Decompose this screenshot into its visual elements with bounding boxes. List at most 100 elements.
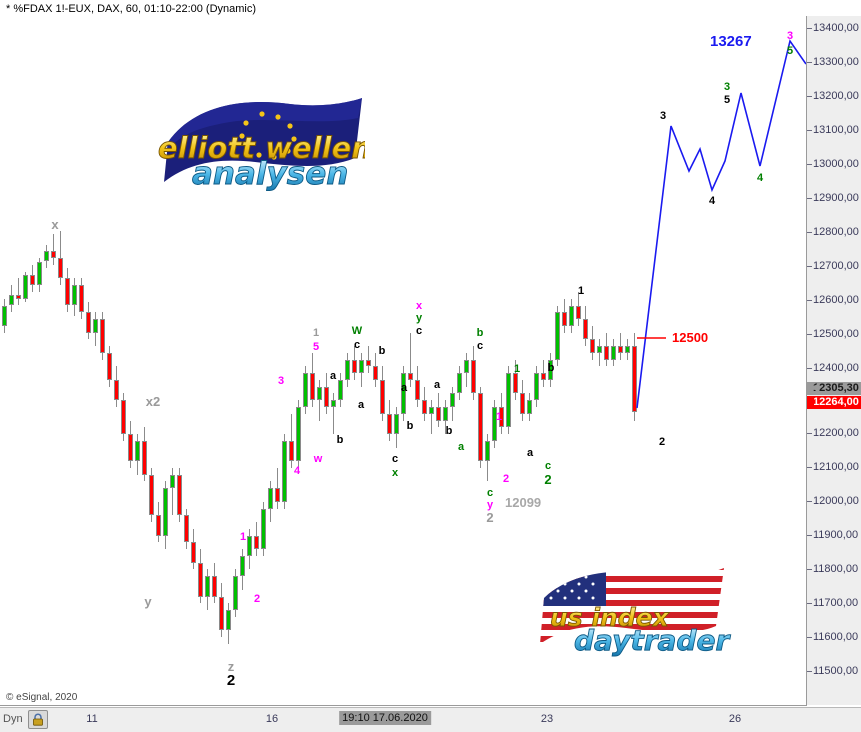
price-tick: 13300,00 <box>807 56 859 68</box>
price-tick: 12700,00 <box>807 260 859 272</box>
wave-label: c <box>544 460 552 472</box>
price-tick: 12600,00 <box>807 294 859 306</box>
candle-body <box>268 488 273 509</box>
candle-body <box>282 440 287 502</box>
candle-body <box>485 440 490 462</box>
current-price-badge: 12305,30 <box>807 382 861 395</box>
last-price-badge: 12264,00 <box>807 396 861 409</box>
time-tick: 26 <box>728 713 742 725</box>
candle-body <box>422 400 427 414</box>
wave-label: 3 <box>723 81 731 93</box>
wave-label: z <box>227 659 235 674</box>
candle-body <box>226 610 231 631</box>
candle-body <box>331 400 336 408</box>
candle-body <box>79 285 84 313</box>
wave-label: 5 <box>723 94 731 106</box>
wave-label: a <box>526 447 534 459</box>
wave-label: 1 <box>239 531 247 543</box>
candle-wick <box>599 339 600 367</box>
wave-label: b <box>547 362 555 374</box>
candle-body <box>401 373 406 414</box>
candle-body <box>555 312 560 360</box>
wave-label: b <box>378 345 386 357</box>
copyright-text: © eSignal, 2020 <box>6 692 78 703</box>
candle-body <box>611 346 616 360</box>
candle-body <box>219 596 224 631</box>
candle-body <box>163 488 168 536</box>
price-tick: 12200,00 <box>807 427 859 439</box>
price-axis[interactable]: 13400,00 13300,00 13200,00 13100,00 13000,00… <box>807 16 861 705</box>
candle-body <box>2 305 7 326</box>
wave-label: 5 <box>786 45 794 57</box>
candle-body <box>387 413 392 435</box>
candle-body <box>317 386 322 401</box>
chart-title: * %FDAX 1!-EUX, DAX, 60, 01:10-22:00 (Dy… <box>6 3 257 15</box>
wave-label: x2 <box>145 394 161 409</box>
price-tick: 12000,00 <box>807 495 859 507</box>
candle-body <box>261 508 266 550</box>
candle-body <box>499 407 504 428</box>
candle-wick <box>277 467 278 509</box>
wave-label: 4 <box>756 172 764 184</box>
candle-body <box>100 319 105 353</box>
candle-body <box>86 312 91 333</box>
price-tick: 11500,00 <box>807 665 858 677</box>
candle-body <box>478 393 483 462</box>
us-index-daytrader-logo: us index daytrader <box>528 564 738 664</box>
candle-body <box>93 319 98 333</box>
wave-label: a <box>329 370 337 382</box>
wave-label: 3 <box>277 375 285 387</box>
candle-body <box>492 407 497 441</box>
projection-polyline <box>636 39 806 409</box>
wave-label: b <box>445 425 453 437</box>
candle-body <box>450 393 455 408</box>
wave-label: 4 <box>708 195 716 207</box>
candle-body <box>464 359 469 374</box>
candle-body <box>191 542 196 563</box>
candle-wick <box>333 393 334 435</box>
lock-icon[interactable] <box>28 710 48 729</box>
wave-label: x <box>51 217 59 232</box>
candle-body <box>240 555 245 577</box>
candle-body <box>170 474 175 489</box>
candle-wick <box>319 379 320 421</box>
candle-body <box>394 413 399 435</box>
wave-label: 1 <box>513 363 521 375</box>
candle-wick <box>18 278 19 306</box>
candle-body <box>156 515 161 536</box>
logo2-line1-text: us index <box>550 603 670 632</box>
wave-label: 5 <box>312 341 320 353</box>
wave-label: c <box>353 339 361 351</box>
candle-body <box>534 373 539 401</box>
candle-body <box>9 295 14 306</box>
candle-body <box>254 535 259 550</box>
candle-body <box>457 373 462 394</box>
candle-body <box>72 285 77 306</box>
logo2-line2-text: daytrader <box>574 624 731 657</box>
wave-label: c <box>486 487 494 499</box>
candle-wick <box>172 467 173 516</box>
candle-body <box>429 407 434 414</box>
wave-label: c <box>415 325 423 337</box>
price-tick: 12100,00 <box>807 461 859 473</box>
price-tick: 13400,00 <box>807 22 859 34</box>
candle-body <box>436 407 441 421</box>
candle-body <box>16 295 21 299</box>
candle-body <box>107 352 112 380</box>
candle-body <box>590 339 595 353</box>
candle-body <box>303 373 308 408</box>
wave-label: b <box>406 420 414 432</box>
wave-label: W <box>351 325 363 337</box>
candle-wick <box>431 400 432 435</box>
time-axis[interactable]: Dyn 11 16 19:10 17.06.2020 23 26 <box>0 707 861 732</box>
dyn-label: Dyn <box>3 713 23 725</box>
wave-label: b <box>336 434 344 446</box>
wave-label: a <box>400 382 408 394</box>
candle-body <box>198 562 203 597</box>
wave-label: y <box>144 594 152 609</box>
wave-label: c <box>476 340 484 352</box>
candle-body <box>471 359 476 394</box>
candle-body <box>121 400 126 435</box>
wave-label: 1 <box>312 327 320 339</box>
